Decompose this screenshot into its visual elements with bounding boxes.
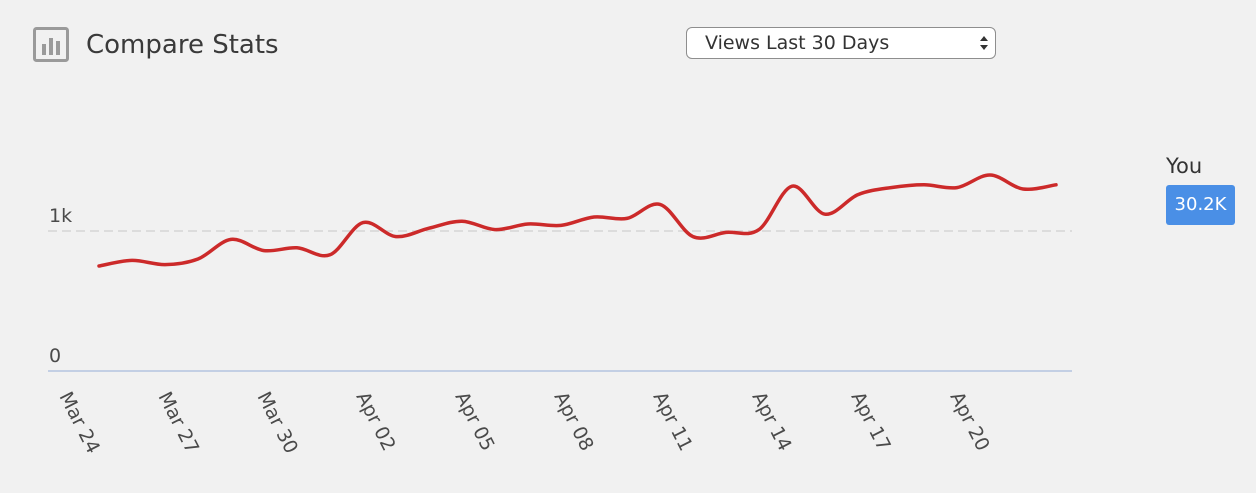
data-point — [658, 202, 662, 206]
series-line-you — [97, 173, 1058, 268]
total-views-badge: 30.2K — [1166, 185, 1235, 225]
data-point — [823, 212, 827, 216]
y-tick-label: 1k — [49, 205, 72, 227]
select-arrows-icon — [980, 36, 988, 50]
bar-chart-icon — [33, 27, 69, 62]
x-tick-label: Apr 14 — [748, 388, 796, 454]
x-tick-label: Mar 27 — [154, 388, 204, 457]
data-point — [625, 216, 629, 220]
data-point — [163, 263, 167, 267]
data-point — [988, 173, 992, 177]
x-tick-label: Apr 11 — [649, 388, 697, 454]
data-point — [724, 230, 728, 234]
data-point — [856, 193, 860, 197]
data-point — [427, 226, 431, 230]
x-tick-label: Mar 24 — [55, 388, 105, 457]
data-point — [196, 257, 200, 261]
data-point — [97, 264, 101, 268]
data-point — [1021, 187, 1025, 191]
metric-period-select[interactable]: Views Last 30 Days — [686, 27, 996, 59]
legend-series-label: You — [1166, 154, 1203, 178]
data-point — [889, 186, 893, 190]
data-point — [460, 219, 464, 223]
data-point — [592, 215, 596, 219]
x-tick-label: Apr 17 — [847, 388, 895, 454]
y-tick-label: 0 — [49, 345, 61, 367]
data-point — [955, 186, 959, 190]
data-point — [130, 258, 134, 262]
data-point — [328, 253, 332, 257]
data-point — [361, 221, 365, 225]
metric-period-select-value: Views Last 30 Days — [705, 32, 890, 54]
data-point — [262, 249, 266, 253]
data-point — [691, 235, 695, 239]
data-point — [526, 222, 530, 226]
x-tick-label: Mar 30 — [253, 388, 303, 457]
x-tick-label: Apr 02 — [352, 388, 400, 454]
data-point — [922, 183, 926, 187]
x-tick-label: Apr 08 — [550, 388, 598, 454]
data-point — [493, 228, 497, 232]
x-tick-label: Apr 05 — [451, 388, 499, 454]
page-title: Compare Stats — [86, 30, 279, 60]
data-point — [1054, 183, 1058, 187]
data-point — [757, 228, 761, 232]
data-point — [394, 235, 398, 239]
data-point — [295, 246, 299, 250]
data-point — [790, 184, 794, 188]
x-tick-label: Apr 20 — [946, 388, 994, 454]
data-point — [229, 237, 233, 241]
data-point — [559, 223, 563, 227]
